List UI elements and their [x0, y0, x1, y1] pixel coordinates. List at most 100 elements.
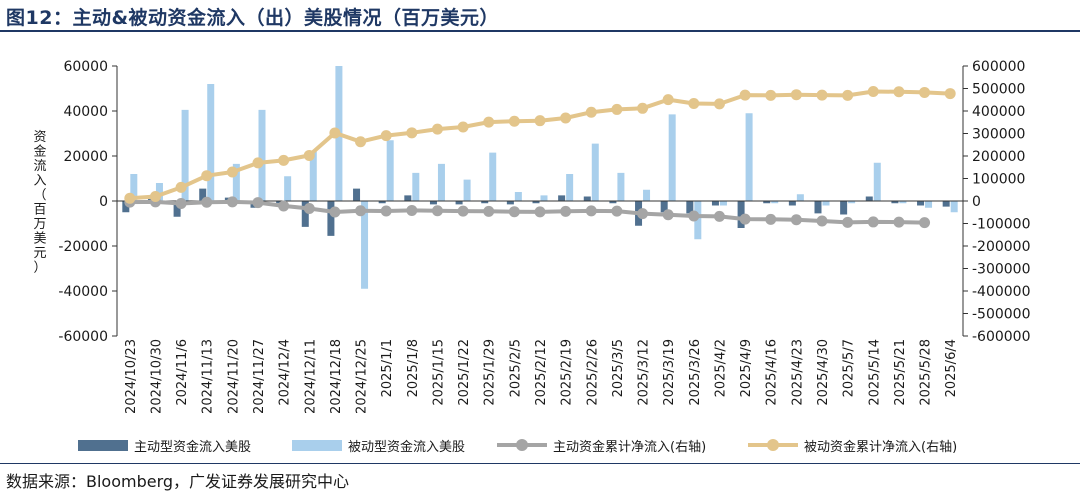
right-tick-label: -600000 [972, 329, 1031, 345]
point-passive-cumulative [483, 116, 495, 128]
x-tick-label: 2025/2/12 [534, 339, 549, 406]
point-passive-cumulative [534, 115, 546, 127]
right-tick-label: 500000 [972, 82, 1025, 98]
bar-active [378, 201, 386, 204]
x-tick-label: 2025/5/21 [893, 339, 908, 406]
bar-active [660, 201, 668, 213]
y-axis-title-char: ） [33, 260, 46, 275]
x-tick-label: 2025/4/9 [739, 339, 754, 397]
bar-passive [591, 143, 599, 201]
left-tick-label: 0 [99, 194, 108, 210]
legend-item-passive-line: 被动资金累计净流入(右轴) [748, 434, 957, 456]
point-passive-cumulative [201, 170, 213, 182]
bar-active [122, 201, 130, 213]
bar-active [455, 201, 463, 205]
bar-passive [668, 114, 676, 201]
point-passive-cumulative [252, 157, 264, 169]
legend-item-active-line: 主动资金累计净流入(右轴) [497, 434, 706, 456]
bar-passive [489, 152, 497, 201]
bar-passive [437, 163, 445, 201]
x-tick-label: 2025/2/19 [560, 339, 575, 406]
legend-item-passive-bar: 被动型资金流入美股 [292, 434, 465, 456]
point-active-cumulative [842, 216, 854, 228]
bar-passive [181, 109, 189, 201]
bar-active [199, 188, 207, 201]
bar-active [686, 201, 694, 214]
point-active-cumulative [611, 205, 623, 217]
point-passive-cumulative [816, 89, 828, 101]
point-passive-cumulative [149, 191, 161, 202]
bar-active [840, 201, 848, 215]
point-active-cumulative [226, 196, 238, 208]
bar-passive [514, 192, 522, 201]
bar-passive [950, 201, 958, 213]
point-passive-cumulative [867, 86, 879, 98]
footer-divider [0, 463, 1080, 464]
right-tick-label: 300000 [972, 127, 1025, 143]
point-active-cumulative [534, 206, 546, 218]
x-tick-label: 2025/4/2 [713, 339, 728, 397]
right-tick-label: 0 [972, 194, 981, 210]
left-tick-label: 40000 [63, 104, 108, 120]
bar-passive [130, 174, 138, 201]
point-active-cumulative [508, 206, 520, 218]
point-passive-cumulative [406, 127, 418, 139]
bar-passive [617, 172, 625, 201]
point-passive-cumulative [431, 123, 443, 135]
legend: 主动型资金流入美股 被动型资金流入美股 主动资金累计净流入(右轴) 被动资金累计… [0, 434, 1080, 456]
bar-active [711, 201, 719, 206]
legend-swatch-passive-line [748, 439, 798, 451]
bar-active [942, 201, 950, 207]
bar-passive [643, 189, 651, 201]
right-tick-label: -100000 [972, 217, 1031, 233]
bar-passive [694, 201, 702, 240]
bar-passive [284, 176, 292, 201]
right-tick-label: -400000 [972, 284, 1031, 300]
point-active-cumulative [201, 196, 213, 208]
legend-label-active-line: 主动资金累计净流入(右轴) [553, 439, 707, 455]
x-tick-label: 2025/3/5 [611, 339, 626, 397]
bar-active [583, 196, 591, 201]
combo-chart: 6000040000200000-20000-40000-60000600000… [33, 59, 1031, 414]
left-tick-label: -40000 [58, 284, 108, 300]
y-axis-title-char: 百 [33, 202, 46, 217]
x-tick-label: 2025/5/28 [919, 339, 934, 406]
point-passive-cumulative [611, 103, 623, 115]
point-active-cumulative [739, 213, 751, 225]
bar-passive [745, 113, 753, 201]
bar-active [404, 195, 412, 201]
left-tick-label: -60000 [58, 329, 108, 345]
point-active-cumulative [713, 210, 725, 222]
bar-passive [899, 201, 907, 204]
x-tick-label: 2025/5/14 [867, 339, 882, 406]
point-passive-cumulative [688, 97, 700, 109]
point-passive-cumulative [124, 192, 136, 204]
y-axis-title-char: 流 [33, 159, 46, 174]
x-tick-label: 2024/11/6 [175, 339, 190, 406]
x-tick-label: 2025/2/26 [585, 339, 600, 406]
x-tick-label: 2025/3/26 [688, 339, 703, 406]
x-tick-label: 2024/12/18 [329, 339, 344, 414]
bar-passive [771, 201, 779, 204]
x-tick-label: 2025/1/29 [483, 339, 498, 406]
x-tick-label: 2024/11/13 [201, 339, 216, 414]
bar-active [814, 201, 822, 214]
point-passive-cumulative [713, 98, 725, 110]
point-active-cumulative [867, 216, 879, 228]
bar-passive [796, 194, 804, 201]
bar-passive [232, 163, 240, 201]
legend-item-active-bar: 主动型资金流入美股 [78, 434, 251, 456]
bar-active [891, 201, 899, 204]
point-passive-cumulative [765, 89, 777, 101]
line-passive-cumulative [129, 89, 951, 201]
right-tick-label: 200000 [972, 149, 1025, 165]
point-active-cumulative [457, 205, 469, 217]
bar-active [917, 201, 925, 206]
point-passive-cumulative [278, 154, 290, 166]
point-passive-cumulative [508, 115, 520, 127]
x-tick-label: 2025/4/16 [765, 339, 780, 406]
bar-passive [412, 172, 420, 201]
legend-label-passive-bar: 被动型资金流入美股 [348, 439, 466, 455]
bar-passive [207, 84, 215, 201]
x-tick-label: 2024/10/23 [124, 339, 139, 414]
